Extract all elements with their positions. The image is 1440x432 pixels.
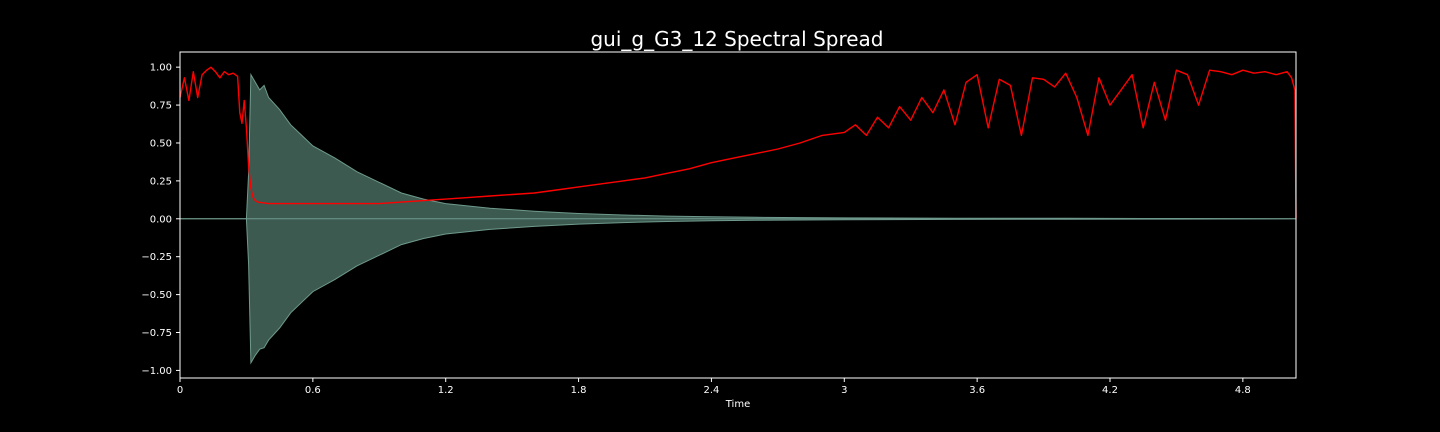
- y-axis: 1.00 0.75 0.50 0.25 0.00 −0.25 −0.50 −0.75 −1.00: [141, 63, 180, 377]
- x-tick-label: 0.6: [305, 385, 321, 396]
- x-tick-label: 3.6: [969, 385, 985, 396]
- x-tick-label: 4.8: [1235, 385, 1251, 396]
- y-tick-label: −0.75: [141, 328, 172, 339]
- x-tick-label: 2.4: [703, 385, 719, 396]
- x-tick-label: 0: [177, 385, 183, 396]
- spectral-spread-line: [179, 66, 1297, 219]
- y-tick-label: 1.00: [150, 63, 172, 74]
- x-tick-label: 1.2: [438, 385, 454, 396]
- y-tick-label: 0.50: [150, 138, 172, 149]
- y-tick-label: 0.25: [150, 176, 172, 187]
- x-tick-label: 4.2: [1102, 385, 1118, 396]
- y-tick-label: 0.75: [150, 101, 172, 112]
- x-tick-label: 1.8: [571, 385, 587, 396]
- y-tick-label: −0.25: [141, 252, 172, 263]
- x-axis-label: Time: [725, 399, 750, 410]
- axes-frame: [179, 51, 1297, 379]
- y-tick-label: 0.00: [150, 214, 172, 225]
- y-tick-label: −0.50: [141, 290, 172, 301]
- y-tick-label: −1.00: [141, 366, 172, 377]
- x-axis: 0 0.6 1.2 1.8 2.4 3 3.6 4.2 4.8: [177, 378, 1251, 396]
- chart-title: gui_g_G3_12 Spectral Spread: [590, 27, 883, 51]
- x-tick-label: 3: [841, 385, 847, 396]
